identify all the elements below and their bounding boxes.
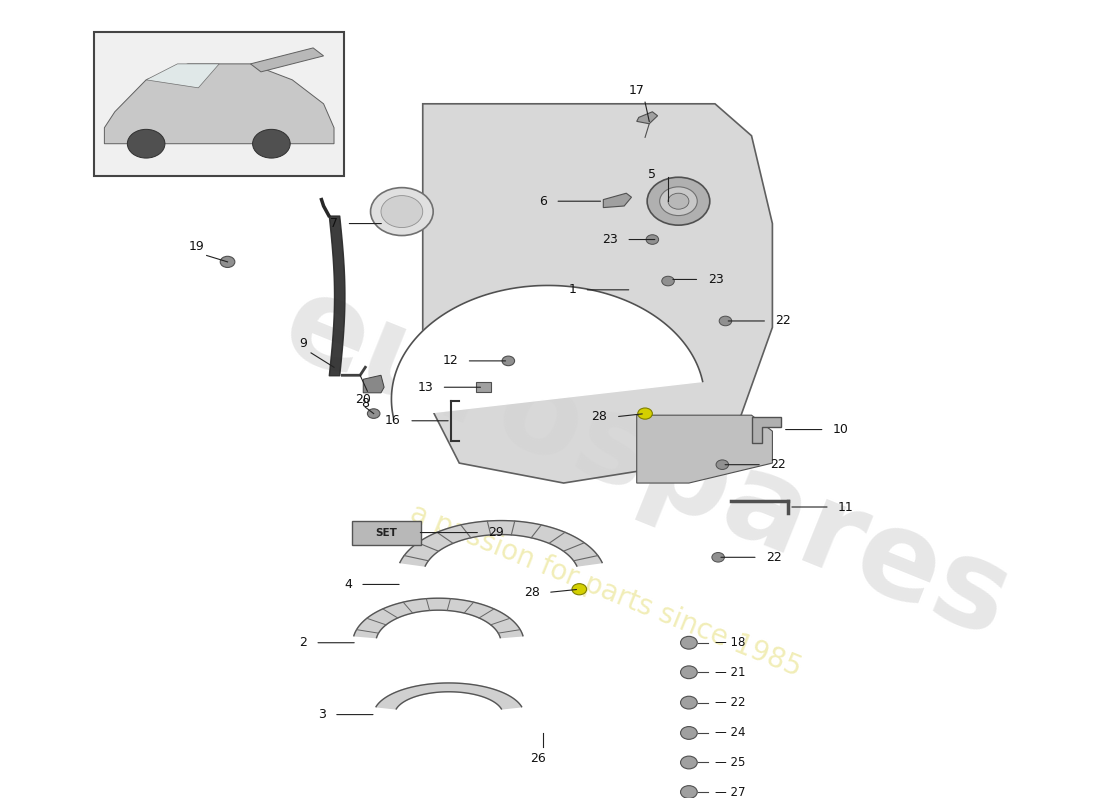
Text: 29: 29 [488, 526, 504, 539]
Text: — 27: — 27 [715, 786, 746, 798]
Text: 8: 8 [361, 397, 370, 410]
Circle shape [502, 356, 515, 366]
Text: 13: 13 [417, 381, 433, 394]
Text: 10: 10 [833, 423, 849, 436]
Text: 16: 16 [385, 414, 400, 427]
Polygon shape [751, 417, 781, 443]
Text: 9: 9 [299, 337, 307, 350]
Text: 19: 19 [188, 240, 205, 253]
Text: 23: 23 [602, 233, 618, 246]
Text: 28: 28 [592, 410, 607, 423]
Polygon shape [354, 598, 522, 638]
Circle shape [128, 130, 165, 158]
Circle shape [638, 408, 652, 419]
Circle shape [681, 696, 697, 709]
Circle shape [716, 460, 728, 470]
Text: 4: 4 [344, 578, 352, 591]
Text: 22: 22 [770, 458, 786, 471]
FancyBboxPatch shape [476, 382, 491, 392]
Circle shape [572, 584, 586, 595]
Circle shape [681, 666, 697, 678]
Polygon shape [376, 683, 521, 709]
Text: 20: 20 [355, 393, 371, 406]
Text: — 25: — 25 [715, 756, 746, 769]
Circle shape [646, 234, 659, 244]
Text: 23: 23 [707, 273, 724, 286]
Circle shape [660, 187, 697, 215]
Text: 12: 12 [442, 354, 459, 367]
Polygon shape [251, 48, 323, 72]
Text: 26: 26 [530, 752, 546, 765]
Text: 22: 22 [766, 551, 782, 564]
Circle shape [719, 316, 732, 326]
Polygon shape [392, 286, 703, 417]
Polygon shape [637, 415, 772, 483]
Text: 11: 11 [838, 501, 854, 514]
Circle shape [381, 196, 422, 227]
Text: — 18: — 18 [715, 636, 746, 650]
Polygon shape [422, 104, 772, 483]
Text: 7: 7 [330, 217, 338, 230]
Circle shape [668, 194, 689, 209]
Polygon shape [603, 194, 631, 207]
Circle shape [681, 756, 697, 769]
Text: 22: 22 [776, 314, 791, 327]
Circle shape [662, 276, 674, 286]
Text: 3: 3 [318, 708, 326, 721]
Text: 2: 2 [299, 636, 307, 650]
Polygon shape [400, 521, 602, 566]
Circle shape [681, 726, 697, 739]
Text: 28: 28 [524, 586, 540, 599]
FancyBboxPatch shape [352, 521, 420, 546]
Text: SET: SET [375, 528, 397, 538]
Circle shape [220, 256, 235, 267]
Circle shape [681, 636, 697, 649]
Circle shape [371, 188, 433, 235]
Text: — 22: — 22 [715, 696, 746, 709]
Text: eurospares: eurospares [267, 264, 1027, 662]
Circle shape [253, 130, 290, 158]
Circle shape [712, 553, 725, 562]
Circle shape [681, 786, 697, 798]
Polygon shape [104, 64, 334, 144]
Text: a passion for parts since 1985: a passion for parts since 1985 [406, 499, 805, 682]
Text: — 24: — 24 [715, 726, 746, 739]
Polygon shape [146, 64, 219, 88]
Text: 6: 6 [539, 194, 547, 208]
FancyBboxPatch shape [94, 32, 344, 176]
Text: 17: 17 [629, 85, 645, 98]
Circle shape [647, 178, 710, 225]
Polygon shape [363, 375, 384, 393]
Polygon shape [637, 112, 658, 124]
Text: 1: 1 [569, 283, 576, 296]
Text: 5: 5 [648, 167, 656, 181]
Text: — 21: — 21 [715, 666, 746, 678]
Circle shape [367, 409, 380, 418]
